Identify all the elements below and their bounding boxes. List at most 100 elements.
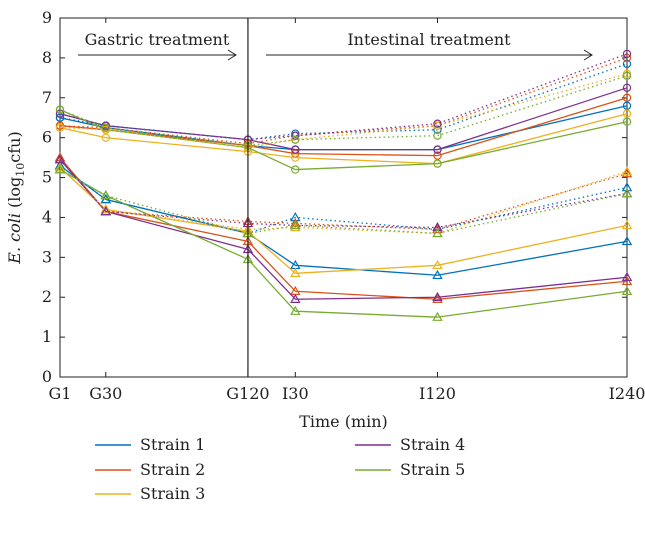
data-point-triangle	[621, 220, 633, 230]
legend-item: Strain 5	[355, 460, 465, 479]
data-point-circle	[622, 71, 632, 81]
y-axis-label-unit: (log	[5, 177, 24, 213]
y-tick-label: 3	[42, 247, 52, 266]
series-strain-3-circle-dotted	[55, 69, 632, 152]
series-line	[59, 87, 628, 151]
legend-label: Strain 3	[140, 484, 205, 503]
series-line	[59, 157, 628, 300]
series-line	[59, 169, 628, 318]
data-point-triangle	[54, 164, 66, 174]
data-point-circle	[622, 59, 632, 69]
data-point-triangle	[100, 204, 112, 214]
data-point-circle	[622, 53, 632, 63]
legend-label: Strain 4	[400, 435, 465, 454]
data-point-triangle	[432, 259, 443, 270]
data-point-circle	[433, 151, 442, 160]
data-point-triangle	[54, 162, 66, 172]
data-point-triangle	[290, 220, 301, 230]
x-tick-label: I30	[282, 384, 309, 403]
data-point-triangle	[432, 224, 443, 234]
data-point-triangle	[621, 235, 633, 246]
series-line	[59, 159, 628, 229]
data-point-circle	[291, 165, 300, 174]
data-point-triangle	[54, 152, 66, 162]
data-point-triangle	[621, 188, 633, 198]
y-tick-label: 7	[42, 88, 52, 107]
series-line	[59, 53, 628, 141]
y-tick-label: 6	[42, 128, 52, 147]
x-tick-label: I240	[609, 384, 645, 403]
y-axis-label-organism: E. coli	[5, 213, 24, 265]
series-line	[59, 113, 628, 165]
series-group	[54, 49, 633, 321]
series-strain-1-triangle-solid	[54, 160, 633, 280]
data-point-circle	[433, 131, 442, 140]
series-strain-4-circle-solid	[55, 83, 632, 154]
series-line	[59, 105, 628, 151]
y-tick-label: 9	[42, 8, 52, 27]
y-tick-label: 0	[42, 367, 52, 386]
data-point-triangle	[290, 267, 301, 278]
series-line	[59, 159, 628, 300]
data-point-circle	[55, 123, 65, 132]
data-point-circle	[101, 133, 111, 142]
y-axis-label-suffix: cfu)	[5, 131, 24, 162]
data-point-triangle	[432, 222, 443, 232]
data-point-circle	[291, 145, 300, 154]
series-strain-1-circle-dotted	[55, 59, 632, 144]
y-tick-label: 5	[42, 168, 52, 187]
x-tick-label: G30	[89, 384, 122, 403]
legend-item: Strain 3	[95, 484, 205, 503]
annotations: Gastric treatment Intestinal treatment	[78, 18, 593, 377]
legend-item: Strain 1	[95, 435, 205, 454]
data-point-circle	[622, 109, 632, 118]
data-point-triangle	[290, 218, 301, 228]
series-strain-4-circle-dotted	[55, 49, 632, 144]
series-strain-1-circle-solid	[55, 101, 632, 154]
series-line	[59, 75, 628, 147]
y-axis-label: E. coli (log10cfu)	[5, 131, 27, 264]
data-point-circle	[291, 153, 300, 162]
data-point-triangle	[621, 166, 633, 176]
series-strain-5-circle-solid	[55, 105, 632, 174]
x-tick-label: G120	[226, 384, 269, 403]
data-point-circle	[291, 135, 300, 144]
data-point-triangle	[432, 311, 443, 321]
data-point-circle	[433, 119, 442, 128]
data-point-circle	[622, 83, 632, 93]
data-point-triangle	[432, 227, 443, 238]
legend-label: Strain 5	[400, 460, 465, 479]
data-point-circle	[101, 123, 111, 132]
legend-label: Strain 2	[140, 460, 205, 479]
phase-label: Gastric treatment	[85, 30, 230, 49]
y-tick-label: 4	[42, 207, 52, 226]
series-line	[59, 109, 628, 171]
y-axis-label-subscript: 10	[14, 163, 27, 177]
series-strain-2-triangle-solid	[54, 152, 633, 303]
plot-area-border	[59, 17, 628, 378]
data-point-triangle	[290, 305, 301, 315]
phase-label: Intestinal treatment	[347, 30, 511, 49]
data-point-circle	[622, 49, 632, 59]
x-tick-label: G1	[49, 384, 72, 403]
y-tick-label: 8	[42, 48, 52, 67]
data-point-circle	[622, 93, 632, 102]
data-point-triangle	[432, 269, 443, 280]
data-point-triangle	[432, 291, 443, 301]
legend-label: Strain 1	[140, 435, 205, 454]
data-point-triangle	[621, 285, 633, 295]
series-line	[59, 157, 628, 231]
data-point-triangle	[100, 190, 112, 200]
data-point-triangle	[432, 293, 443, 303]
data-point-circle	[433, 159, 442, 168]
data-point-circle	[622, 101, 632, 110]
phase-arrow-head	[227, 49, 237, 61]
data-point-circle	[622, 117, 632, 126]
plot-frame	[59, 17, 628, 378]
series-line	[59, 57, 628, 145]
legend: Strain 1 Strain 2 Strain 3 Strain 4 Strain 5	[95, 435, 465, 503]
axes: 0 1 2 3 4 5 6 7 8 9 G1 G30 G120 I30 I120 I240 Time (min)…	[5, 8, 645, 431]
series-line	[59, 63, 628, 141]
